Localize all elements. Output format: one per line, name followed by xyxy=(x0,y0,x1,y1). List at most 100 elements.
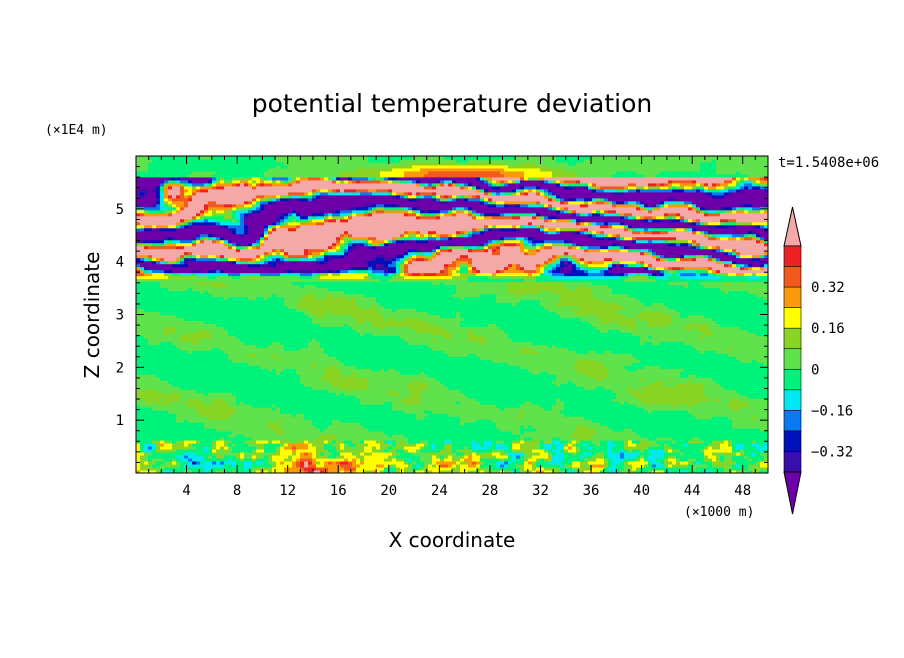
contour-cell xyxy=(648,322,669,327)
contour-cell xyxy=(140,212,145,217)
contour-cell xyxy=(376,299,497,304)
contour-cell xyxy=(184,257,189,262)
contour-cell xyxy=(292,197,297,202)
contour-cell xyxy=(204,460,213,465)
contour-cell xyxy=(472,457,481,462)
y-axis-unit: (×1E4 m) xyxy=(45,123,108,138)
contour-cell xyxy=(160,185,165,190)
contour-cell xyxy=(636,430,768,435)
contour-cell xyxy=(360,179,381,184)
contour-cell xyxy=(512,445,521,450)
contour-cell xyxy=(144,239,165,244)
contour-cell xyxy=(344,179,349,184)
contour-cell xyxy=(584,415,697,420)
contour-cell xyxy=(628,293,757,298)
contour-cell xyxy=(472,245,477,250)
contour-cell xyxy=(760,427,768,432)
contour-cell xyxy=(464,391,617,396)
contour-cell xyxy=(476,245,485,250)
contour-cell xyxy=(280,221,285,226)
contour-cell xyxy=(692,218,697,223)
contour-cell xyxy=(136,394,181,399)
contour-cell xyxy=(588,272,605,277)
contour-cell xyxy=(456,269,461,274)
contour-cell xyxy=(308,445,317,450)
contour-cell xyxy=(532,436,553,441)
contour-cell xyxy=(156,227,161,232)
contour-cell xyxy=(408,385,429,390)
contour-cell xyxy=(288,227,297,232)
contour-cell xyxy=(264,227,269,232)
contour-cell xyxy=(296,463,301,468)
contour-cell xyxy=(572,230,577,235)
contour-cell xyxy=(592,418,733,423)
contour-cell xyxy=(540,188,545,193)
contour-cell xyxy=(620,272,625,277)
contour-cell xyxy=(296,302,357,307)
contour-cell xyxy=(416,460,425,465)
contour-cell xyxy=(476,209,557,214)
contour-cell xyxy=(484,442,493,447)
contour-cell xyxy=(312,275,317,280)
contour-cell xyxy=(404,173,425,178)
contour-cell xyxy=(408,209,413,214)
contour-cell xyxy=(732,281,741,286)
contour-cell xyxy=(200,239,205,244)
contour-cell xyxy=(728,442,733,447)
contour-cell xyxy=(256,445,261,450)
contour-cell xyxy=(156,469,161,473)
contour-cell xyxy=(396,466,401,471)
contour-cell xyxy=(564,454,581,459)
contour-cell xyxy=(732,251,737,256)
contour-cell xyxy=(316,314,325,318)
contour-cell xyxy=(464,457,473,462)
contour-cell xyxy=(384,269,389,274)
contour-cell xyxy=(416,212,421,217)
contour-cell xyxy=(748,209,761,214)
contour-cell xyxy=(136,233,197,238)
contour-cell xyxy=(136,275,169,280)
contour-cell xyxy=(232,209,237,214)
contour-cell xyxy=(736,254,741,259)
contour-cell xyxy=(328,176,333,181)
contour-cell xyxy=(420,233,425,238)
contour-cell xyxy=(316,436,337,441)
contour-cell xyxy=(424,272,437,277)
contour-cell xyxy=(508,281,565,286)
contour-cell xyxy=(316,424,329,429)
contour-cell xyxy=(536,460,549,465)
contour-cell xyxy=(284,427,321,432)
contour-cell xyxy=(272,197,277,202)
contour-cell xyxy=(324,209,333,214)
contour-cell xyxy=(212,451,217,456)
contour-cell xyxy=(164,457,173,462)
contour-cell xyxy=(328,460,333,465)
contour-cell xyxy=(520,364,573,369)
contour-cell xyxy=(492,224,497,229)
contour-cell xyxy=(532,451,537,456)
contour-cell xyxy=(552,170,577,175)
contour-cell xyxy=(728,251,733,256)
contour-cell xyxy=(364,445,373,450)
contour-cell xyxy=(264,194,277,199)
contour-cell xyxy=(216,269,221,274)
contour-cell xyxy=(556,197,561,202)
contour-cell xyxy=(668,242,677,247)
contour-cell xyxy=(472,266,477,271)
contour-cell xyxy=(752,457,765,462)
contour-cell xyxy=(520,463,525,468)
contour-cell xyxy=(136,230,233,235)
contour-cell xyxy=(180,385,313,390)
contour-cell xyxy=(472,206,549,211)
contour-cell xyxy=(276,460,281,465)
contour-cell xyxy=(152,242,165,247)
contour-cell xyxy=(316,454,329,459)
contour-cell xyxy=(424,463,429,468)
contour-cell xyxy=(576,311,617,315)
contour-cell xyxy=(244,230,249,235)
contour-cell xyxy=(268,224,273,229)
contour-cell xyxy=(424,442,429,447)
contour-cell xyxy=(664,239,669,244)
contour-cell xyxy=(672,445,705,450)
contour-cell xyxy=(220,451,237,456)
